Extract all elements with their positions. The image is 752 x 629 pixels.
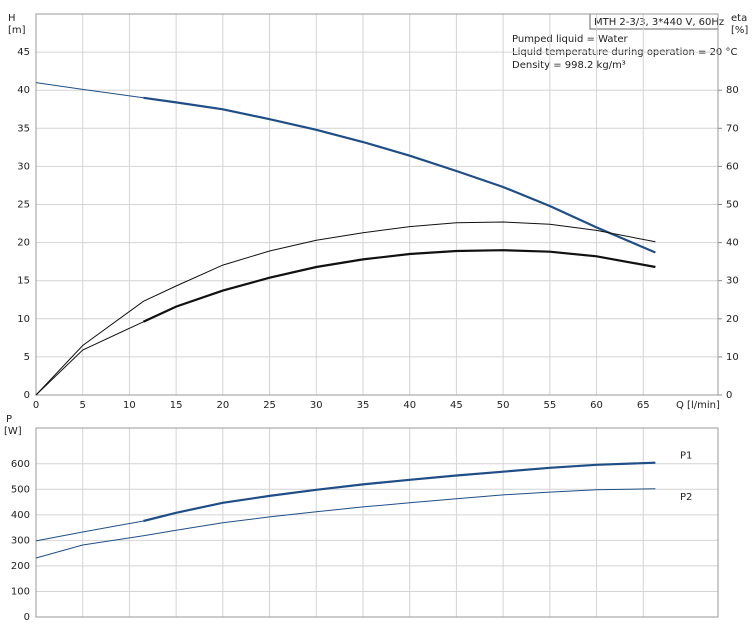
- series-label: P2: [680, 492, 692, 503]
- y-tick-label: 25: [17, 200, 30, 211]
- y-label: P: [6, 414, 12, 425]
- y-tick-label: 15: [17, 276, 30, 287]
- y-tick-label: 10: [17, 314, 30, 325]
- x-tick-label: 20: [216, 400, 229, 411]
- curve: [35, 221, 656, 396]
- x-tick-label: 35: [357, 400, 370, 411]
- y-tick-label: 600: [11, 459, 30, 470]
- y2-label: eta: [731, 13, 747, 24]
- y2-tick-label: 80: [726, 85, 739, 96]
- y-tick-label: 40: [17, 85, 30, 96]
- plot-frame: [35, 13, 719, 396]
- y-tick-label: 30: [17, 161, 30, 172]
- model: MTH 2-3/3, 3*440 V, 60Hz: [594, 17, 724, 28]
- y-tick-label: 5: [24, 352, 30, 363]
- x-tick-label: 50: [497, 400, 510, 411]
- curve: [35, 488, 656, 559]
- curve: [143, 461, 656, 523]
- curve: [35, 321, 144, 396]
- y-tick-label: 0: [24, 612, 30, 623]
- y2-tick-label: 0: [726, 390, 732, 401]
- y-tick-label: 400: [11, 510, 30, 521]
- y-tick-label: 45: [17, 47, 30, 58]
- x-label: Q [l/min]: [676, 400, 720, 411]
- x-tick-label: 5: [80, 400, 86, 411]
- y-unit: [m]: [8, 25, 26, 36]
- x-tick-label: 40: [403, 400, 416, 411]
- x-tick-label: 25: [263, 400, 276, 411]
- y2-tick-label: 20: [726, 314, 739, 325]
- curve: [35, 82, 144, 99]
- x-tick-label: 10: [123, 400, 136, 411]
- y-tick-label: 200: [11, 561, 30, 572]
- note: Pumped liquid = Water: [512, 34, 629, 45]
- y2-tick-label: 70: [726, 123, 739, 134]
- x-tick-label: 45: [450, 400, 463, 411]
- y-tick-label: 100: [11, 586, 30, 597]
- x-tick-label: 55: [543, 400, 556, 411]
- y2-unit: [%]: [731, 25, 748, 36]
- plot-frame: [35, 427, 719, 618]
- series-label: P1: [680, 451, 692, 462]
- y-tick-label: 35: [17, 123, 30, 134]
- y-label: H: [8, 13, 16, 24]
- y2-tick-label: 30: [726, 276, 739, 287]
- note: Density = 998.2 kg/m³: [512, 60, 626, 71]
- x-tick-label: 30: [310, 400, 323, 411]
- x-tick-label: 15: [170, 400, 183, 411]
- x-tick-label: 0: [33, 400, 39, 411]
- curve: [142, 249, 656, 323]
- y-tick-label: 500: [11, 484, 30, 495]
- y2-tick-label: 10: [726, 352, 739, 363]
- y-tick-label: 20: [17, 238, 30, 249]
- y-tick-label: 300: [11, 535, 30, 546]
- x-tick-label: 65: [637, 400, 650, 411]
- y2-tick-label: 50: [726, 200, 739, 211]
- x-tick-label: 60: [590, 400, 603, 411]
- curve: [35, 520, 144, 542]
- y-tick-label: 0: [24, 390, 30, 401]
- curve: [143, 96, 656, 254]
- y-unit: [W]: [4, 426, 22, 437]
- y2-tick-label: 40: [726, 238, 739, 249]
- y2-tick-label: 60: [726, 161, 739, 172]
